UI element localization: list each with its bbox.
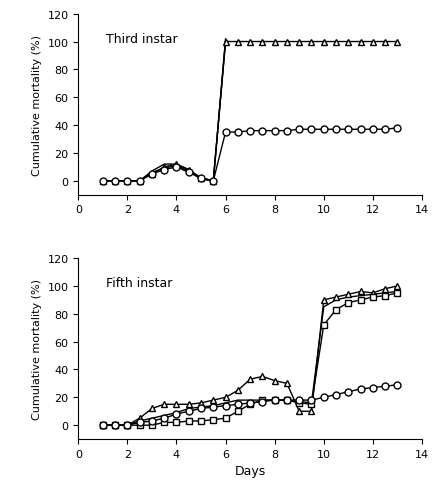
Text: Fifth instar: Fifth instar <box>105 277 172 289</box>
Text: Third instar: Third instar <box>105 33 177 46</box>
Y-axis label: Cumulative mortality (%): Cumulative mortality (%) <box>32 279 42 419</box>
X-axis label: Days: Days <box>234 465 265 477</box>
Y-axis label: Cumulative mortality (%): Cumulative mortality (%) <box>32 35 42 175</box>
